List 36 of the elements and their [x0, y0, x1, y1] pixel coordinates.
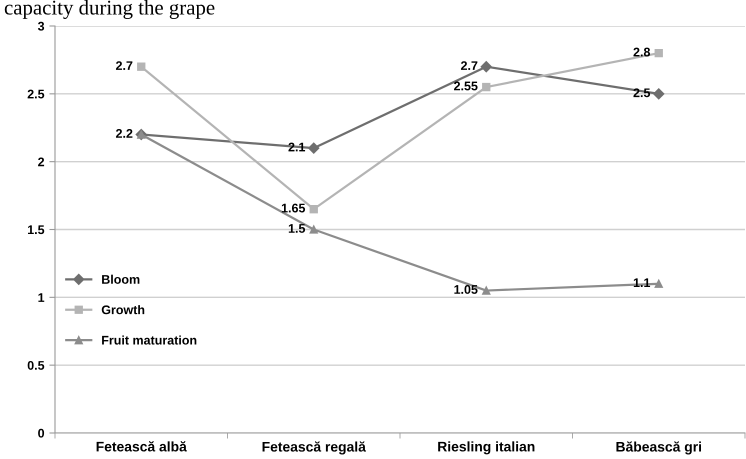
chart-title: capacity during the grape	[4, 0, 214, 19]
x-tick-label: Fetească regală	[262, 441, 366, 454]
point	[480, 61, 492, 72]
legend-label: Bloom	[102, 274, 140, 284]
data-label: 2.5	[633, 88, 650, 98]
legend-label: Growth	[102, 305, 144, 314]
point	[654, 48, 663, 58]
data-label: 1.05	[454, 285, 478, 294]
x-tick-label: Riesling italian	[438, 441, 534, 454]
data-label: 2.2	[116, 129, 132, 138]
data-label: 2.55	[454, 82, 478, 90]
point	[654, 280, 663, 288]
legend-label: Fruit maturation	[102, 335, 196, 345]
y-tick-label: 2.5	[28, 90, 44, 98]
point	[482, 82, 490, 92]
point	[482, 286, 490, 295]
point	[653, 88, 664, 100]
y-tick-label: 2	[38, 157, 44, 166]
y-tick-label: 3	[38, 22, 44, 31]
x-tick-label: Băbească gri	[616, 441, 702, 454]
data-label: 1.65	[282, 204, 306, 213]
y-tick-label: 1.5	[28, 225, 44, 234]
data-label: 2.7	[116, 61, 132, 70]
point	[308, 142, 320, 154]
data-label: 1.1	[634, 278, 650, 287]
point	[310, 225, 318, 234]
y-tick-label: 0.5	[28, 360, 44, 370]
data-label: 1.5	[288, 224, 306, 233]
data-label: 2.8	[633, 48, 650, 56]
data-label: 2.1	[288, 142, 306, 152]
data-label: 2.7	[460, 61, 478, 70]
y-tick-label: 1	[38, 293, 44, 302]
y-tick-label: 0	[38, 428, 44, 438]
point	[137, 62, 146, 71]
point	[310, 204, 318, 214]
x-tick-label: Fetească albă	[96, 441, 187, 452]
